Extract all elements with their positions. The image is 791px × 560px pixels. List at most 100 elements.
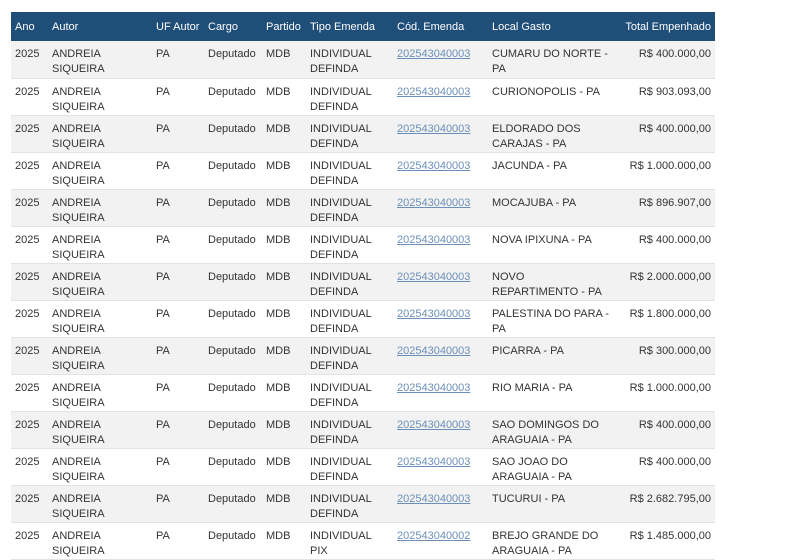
cell: R$ 400.000,00 [614, 226, 715, 264]
table-row: 2025 ANDREIA SIQUEIRA PA Deputado MDB INDIVID… [11, 337, 715, 375]
cell: R$ 400.000,00 [614, 448, 715, 486]
cell: ANDREIA SIQUEIRA [48, 152, 152, 190]
cell: 202543040003 [393, 115, 488, 153]
cell: INDIVIDUAL PIX [306, 522, 393, 560]
cell: Deputado [204, 152, 262, 190]
emenda-link[interactable]: 202543040003 [397, 381, 471, 394]
emenda-link[interactable]: 202543040003 [397, 307, 471, 320]
column-header[interactable]: Cargo [204, 12, 262, 41]
cell: 2025 [11, 115, 48, 153]
cell: MDB [262, 448, 306, 486]
cell: R$ 300.000,00 [614, 337, 715, 375]
cell: INDIVIDUAL DEFINDA [306, 115, 393, 153]
table-row: 2025 ANDREIA SIQUEIRA PA Deputado MDB INDIVID… [11, 115, 715, 153]
cell: Deputado [204, 411, 262, 449]
cell: R$ 400.000,00 [614, 411, 715, 449]
cell: Deputado [204, 263, 262, 301]
cell: INDIVIDUAL DEFINDA [306, 485, 393, 523]
cell: 2025 [11, 226, 48, 264]
cell: 2025 [11, 337, 48, 375]
cell: Deputado [204, 485, 262, 523]
cell: 202543040003 [393, 152, 488, 190]
cell: 2025 [11, 152, 48, 190]
cell: PA [152, 226, 204, 264]
cell: 202543040003 [393, 41, 488, 79]
cell: Deputado [204, 374, 262, 412]
column-header[interactable]: Ano [11, 12, 48, 41]
cell: MDB [262, 152, 306, 190]
cell: CUMARU DO NORTE - PA [488, 41, 614, 79]
cell: 2025 [11, 41, 48, 79]
table-row: 2025 ANDREIA SIQUEIRA PA Deputado MDB INDIVID… [11, 485, 715, 523]
cell: ANDREIA SIQUEIRA [48, 522, 152, 560]
cell: ANDREIA SIQUEIRA [48, 300, 152, 338]
table-row: 2025 ANDREIA SIQUEIRA PA Deputado MDB INDIVID… [11, 411, 715, 449]
cell: 2025 [11, 374, 48, 412]
cell: ANDREIA SIQUEIRA [48, 448, 152, 486]
emenda-link[interactable]: 202543040003 [397, 159, 471, 172]
cell: MDB [262, 263, 306, 301]
cell: R$ 903.093,00 [614, 78, 715, 116]
column-header[interactable]: Partido [262, 12, 306, 41]
cell: MOCAJUBA - PA [488, 189, 614, 227]
cell: PA [152, 189, 204, 227]
cell: ANDREIA SIQUEIRA [48, 189, 152, 227]
emenda-link[interactable]: 202543040003 [397, 418, 471, 431]
emenda-link[interactable]: 202543040003 [397, 196, 471, 209]
cell: 2025 [11, 263, 48, 301]
cell: ANDREIA SIQUEIRA [48, 78, 152, 116]
emenda-link[interactable]: 202543040003 [397, 85, 471, 98]
cell: 2025 [11, 78, 48, 116]
cell: INDIVIDUAL DEFINDA [306, 300, 393, 338]
cell: PA [152, 374, 204, 412]
cell: INDIVIDUAL DEFINDA [306, 78, 393, 116]
column-header[interactable]: Tipo Emenda [306, 12, 393, 41]
emenda-link[interactable]: 202543040002 [397, 529, 471, 542]
cell: PALESTINA DO PARA - PA [488, 300, 614, 338]
cell: PA [152, 78, 204, 116]
cell: MDB [262, 78, 306, 116]
column-header[interactable]: Total Empenhado [614, 12, 715, 41]
cell: MDB [262, 522, 306, 560]
column-header[interactable]: Cód. Emenda [393, 12, 488, 41]
cell: ANDREIA SIQUEIRA [48, 263, 152, 301]
cell: INDIVIDUAL DEFINDA [306, 41, 393, 79]
table-row: 2025 ANDREIA SIQUEIRA PA Deputado MDB INDIVID… [11, 226, 715, 264]
cell: SAO DOMINGOS DO ARAGUAIA - PA [488, 411, 614, 449]
cell: MDB [262, 374, 306, 412]
cell: Deputado [204, 78, 262, 116]
cell: R$ 400.000,00 [614, 115, 715, 153]
emenda-link[interactable]: 202543040003 [397, 48, 471, 60]
cell: PICARRA - PA [488, 337, 614, 375]
table-row: 2025 ANDREIA SIQUEIRA PA Deputado MDB INDIVID… [11, 522, 715, 560]
header-row: Ano Autor UF Autor Cargo Partido Tipo Emenda C… [11, 12, 715, 41]
cell: 202543040003 [393, 300, 488, 338]
column-header[interactable]: UF Autor [152, 12, 204, 41]
cell: R$ 2.000.000,00 [614, 263, 715, 301]
emenda-link[interactable]: 202543040003 [397, 455, 471, 468]
cell: 202543040003 [393, 411, 488, 449]
cell: INDIVIDUAL DEFINDA [306, 411, 393, 449]
cell: PA [152, 300, 204, 338]
cell: TUCURUI - PA [488, 485, 614, 523]
emenda-link[interactable]: 202543040003 [397, 492, 471, 505]
cell: PA [152, 411, 204, 449]
cell: 202543040003 [393, 189, 488, 227]
emenda-link[interactable]: 202543040003 [397, 344, 471, 357]
emenda-link[interactable]: 202543040003 [397, 122, 471, 135]
emenda-link[interactable]: 202543040003 [397, 270, 471, 283]
table-row: 2025 ANDREIA SIQUEIRA PA Deputado MDB INDIVID… [11, 263, 715, 301]
cell: 2025 [11, 189, 48, 227]
cell: INDIVIDUAL DEFINDA [306, 189, 393, 227]
cell: MDB [262, 485, 306, 523]
cell: Deputado [204, 226, 262, 264]
table-row: 2025 ANDREIA SIQUEIRA PA Deputado MDB INDIVID… [11, 448, 715, 486]
emenda-link[interactable]: 202543040003 [397, 233, 471, 246]
cell: ANDREIA SIQUEIRA [48, 337, 152, 375]
column-header[interactable]: Autor [48, 12, 152, 41]
cell: 202543040003 [393, 337, 488, 375]
cell: 2025 [11, 411, 48, 449]
column-header[interactable]: Local Gasto [488, 12, 614, 41]
cell: ANDREIA SIQUEIRA [48, 226, 152, 264]
